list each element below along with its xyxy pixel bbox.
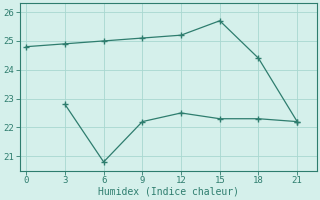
X-axis label: Humidex (Indice chaleur): Humidex (Indice chaleur) xyxy=(98,187,239,197)
